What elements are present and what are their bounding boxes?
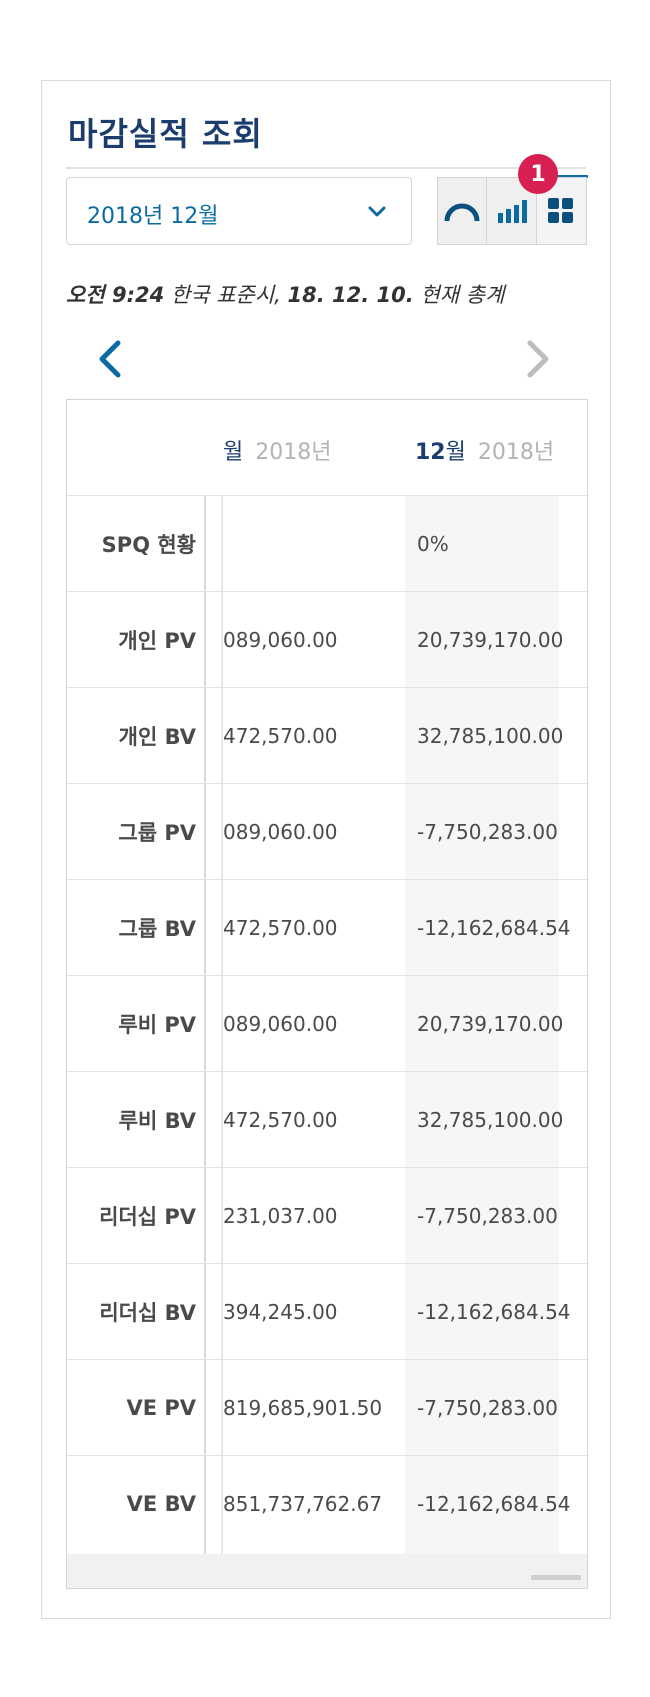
gauge-view-button[interactable]	[438, 178, 488, 244]
row-label: 그룹 BV	[118, 916, 196, 941]
period-select[interactable]: 2018년 12월	[66, 177, 412, 245]
row-label: 리더십 PV	[99, 1204, 196, 1229]
bar-chart-icon	[497, 200, 527, 223]
cell-current: -12,162,684.54	[417, 915, 571, 940]
cell-current: -12,162,684.54	[417, 1492, 571, 1516]
timestamp: 오전 9:24 한국 표준시, 18. 12. 10. 현재 총계	[66, 279, 504, 309]
table-row: 루비 BV 472,570.00 32,785,100.00	[67, 1072, 587, 1168]
page-title: 마감실적 조회	[68, 115, 263, 153]
prev-year: 2018년	[255, 440, 332, 465]
table-row: 리더십 BV 394,245.00 -12,162,684.54	[67, 1264, 587, 1360]
table-row: 개인 BV 472,570.00 32,785,100.00	[67, 688, 587, 784]
table-row: VE BV 851,737,762.67 -12,162,684.54	[67, 1456, 587, 1552]
cell-current: -7,750,283.00	[417, 1395, 558, 1420]
table-row: VE PV 819,685,901.50 -7,750,283.00	[67, 1360, 587, 1456]
label-column-divider	[204, 496, 206, 1556]
timestamp-time: 오전 9:24	[66, 283, 165, 307]
chevron-right-icon[interactable]	[520, 339, 556, 379]
cell-prev: 089,060.00	[223, 1011, 338, 1036]
row-label: 루비 PV	[118, 1012, 196, 1037]
column-divider	[221, 496, 223, 1556]
prev-month-unit: 월	[223, 440, 244, 465]
cell-current: 20,739,170.00	[417, 627, 564, 652]
cell-prev: 472,570.00	[223, 723, 338, 748]
chevron-down-icon	[368, 206, 386, 217]
cell-current: 32,785,100.00	[417, 1107, 564, 1132]
row-label: VE BV	[126, 1492, 196, 1516]
cell-prev: 819,685,901.50	[223, 1395, 383, 1420]
table-row: 그룹 PV 089,060.00 -7,750,283.00	[67, 784, 587, 880]
table-row: 루비 PV 089,060.00 20,739,170.00	[67, 976, 587, 1072]
cell-prev: 089,060.00	[223, 627, 338, 652]
title-divider-accent	[548, 175, 588, 178]
cur-month-num: 12	[415, 440, 446, 465]
cell-prev: 089,060.00	[223, 819, 338, 844]
period-select-value: 2018년 12월	[87, 204, 219, 229]
row-label: 그룹 PV	[118, 820, 196, 845]
bar-chart-view-button[interactable]	[487, 178, 537, 244]
cur-month-unit: 월	[445, 440, 466, 465]
title-divider	[66, 167, 586, 169]
grid-icon	[548, 198, 574, 223]
gauge-icon	[444, 203, 480, 222]
performance-card: 마감실적 조회 2018년 12월	[41, 80, 611, 1619]
chevron-left-icon[interactable]	[92, 339, 128, 379]
row-label: 리더십 BV	[99, 1300, 196, 1325]
column-header-prev: 월 2018년	[223, 434, 331, 466]
cell-current: -12,162,684.54	[417, 1299, 571, 1324]
cell-current: 0%	[417, 531, 449, 556]
cell-prev: 472,570.00	[223, 1107, 338, 1132]
timestamp-suffix: 현재 총계	[420, 283, 505, 307]
cell-prev: 394,245.00	[223, 1299, 338, 1324]
row-label: SPQ 현황	[101, 532, 196, 557]
cell-prev: 472,570.00	[223, 915, 338, 940]
scrollbar-thumb[interactable]	[531, 1575, 581, 1580]
notification-badge: 1	[518, 154, 558, 194]
cell-prev: 231,037.00	[223, 1203, 338, 1228]
row-label: 루비 BV	[118, 1108, 196, 1133]
row-label: 개인 BV	[118, 724, 196, 749]
horizontal-scrollbar[interactable]	[67, 1554, 587, 1588]
cell-current: -7,750,283.00	[417, 1203, 558, 1228]
timestamp-date: 18. 12. 10.	[287, 283, 414, 307]
view-toggle-group	[437, 177, 587, 245]
table-header-row: 월 2018년 12월 2018년	[67, 400, 587, 496]
table-row: 리더십 PV 231,037.00 -7,750,283.00	[67, 1168, 587, 1264]
current-month-highlight	[405, 496, 559, 1556]
cell-current: 32,785,100.00	[417, 723, 564, 748]
table-row: SPQ 현황 0%	[67, 496, 587, 592]
table-row: 그룹 BV 472,570.00 -12,162,684.54	[67, 880, 587, 976]
performance-table[interactable]: 월 2018년 12월 2018년 SPQ 현황 0% 개인 PV 089,060.…	[66, 399, 588, 1589]
column-header-current: 12월 2018년	[415, 434, 554, 466]
cur-year: 2018년	[477, 440, 555, 465]
cell-current: 20,739,170.00	[417, 1011, 564, 1036]
row-label: 개인 PV	[118, 628, 196, 653]
row-label: VE PV	[126, 1395, 196, 1420]
cell-prev: 851,737,762.67	[223, 1492, 383, 1516]
cell-current: -7,750,283.00	[417, 819, 558, 844]
timestamp-tz: 한국 표준시,	[170, 283, 281, 307]
table-row: 개인 PV 089,060.00 20,739,170.00	[67, 592, 587, 688]
